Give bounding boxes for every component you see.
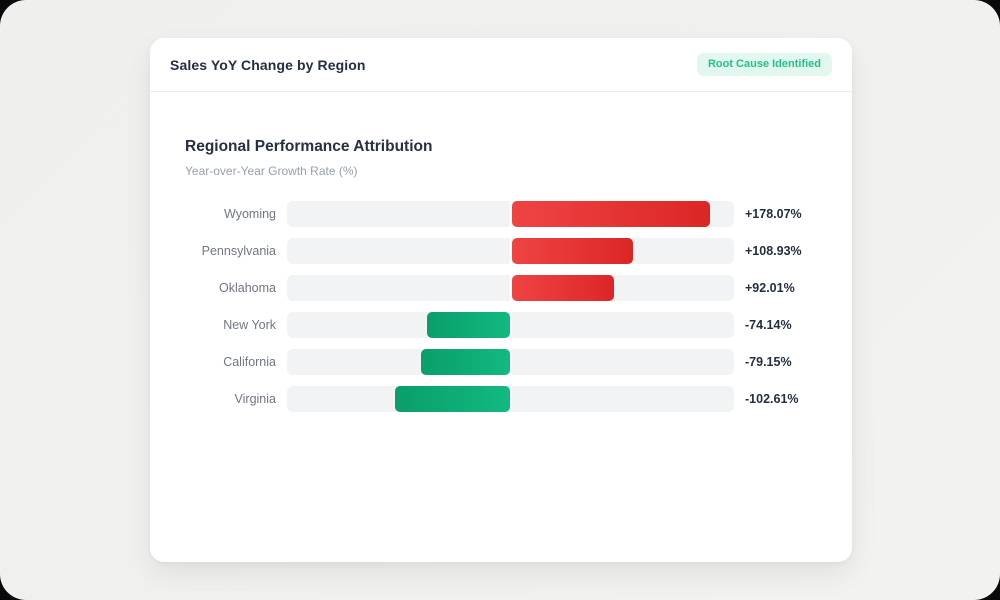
row-value: -102.61%	[745, 392, 799, 406]
zero-baseline	[509, 386, 512, 412]
zero-baseline	[509, 275, 512, 301]
zero-baseline	[509, 349, 512, 375]
chart-section: Regional Performance Attribution Year-ov…	[150, 92, 852, 423]
chart-row: Oklahoma +92.01%	[185, 275, 817, 301]
chart-title: Regional Performance Attribution	[185, 138, 433, 155]
bar-track	[287, 238, 734, 264]
card-title: Sales YoY Change by Region	[170, 56, 366, 73]
bar-track	[287, 386, 734, 412]
card-header: Sales YoY Change by Region Root Cause Id…	[150, 38, 852, 92]
negative-value-bar	[426, 312, 510, 338]
row-value: -79.15%	[745, 355, 792, 369]
zero-baseline	[509, 201, 512, 227]
chart-row: Virginia -102.61%	[185, 386, 817, 412]
negative-value-bar	[394, 386, 510, 412]
positive-value-bar	[511, 275, 615, 301]
bar-track	[287, 201, 734, 227]
positive-value-bar	[511, 238, 634, 264]
positive-value-bar	[511, 201, 711, 227]
chart-row: Wyoming +178.07%	[185, 201, 817, 227]
chart-subtitle: Year-over-Year Growth Rate (%)	[185, 164, 358, 178]
dashboard-card: Sales YoY Change by Region Root Cause Id…	[150, 38, 852, 562]
bar-track	[287, 349, 734, 375]
negative-value-bar	[421, 349, 510, 375]
row-label: Pennsylvania	[201, 244, 276, 258]
row-value: -74.14%	[745, 318, 792, 332]
zero-baseline	[509, 312, 512, 338]
bar-chart: Wyoming +178.07% Pennsylvania +108.93% Oklah…	[185, 201, 817, 412]
row-value: +108.93%	[745, 244, 802, 258]
bar-track	[287, 275, 734, 301]
status-badge: Root Cause Identified	[696, 53, 832, 76]
row-label: Wyoming	[224, 207, 276, 221]
chart-row: California -79.15%	[185, 349, 817, 375]
bar-track	[287, 312, 734, 338]
chart-row: New York -74.14%	[185, 312, 817, 338]
zero-baseline	[509, 238, 512, 264]
row-value: +92.01%	[745, 281, 795, 295]
row-value: +178.07%	[745, 207, 802, 221]
row-label: Oklahoma	[219, 281, 276, 295]
row-label: California	[223, 355, 276, 369]
chart-row: Pennsylvania +108.93%	[185, 238, 817, 264]
row-label: New York	[223, 318, 276, 332]
row-label: Virginia	[234, 392, 276, 406]
